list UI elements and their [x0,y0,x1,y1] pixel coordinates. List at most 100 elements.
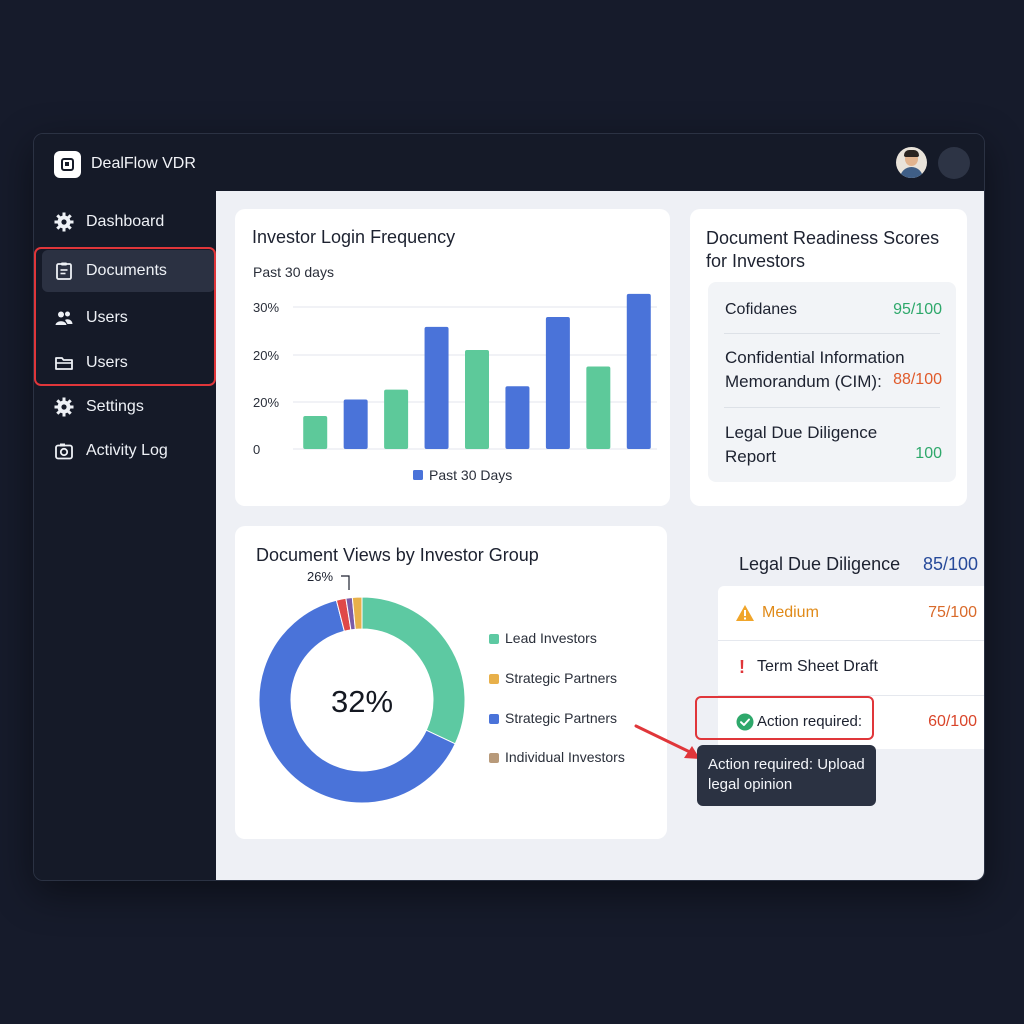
action-tooltip: Action required: Upload legal opinion [697,745,876,806]
callout-leader [341,575,350,590]
legend-label: Individual Investors [505,749,625,765]
bar [384,389,409,449]
status-row-action-required[interactable]: Action required: 60/100 [718,696,984,750]
folder-icon [55,357,73,370]
sidebar-item-label: Documents [86,262,167,279]
score-name-line1: Legal Due Diligence [725,423,878,442]
app-title: DealFlow VDR [91,155,196,172]
legal-section-title: Legal Due Diligence [739,554,901,574]
status-row-term-sheet[interactable]: ! Term Sheet Draft [718,641,984,695]
exclamation-icon: ! [739,657,745,677]
card-title: Investor Login Frequency [252,227,456,247]
bar [545,317,570,449]
status-label: Action required: [757,713,863,730]
gear-icon [54,212,74,232]
divider [718,640,984,641]
camera-icon [55,443,73,460]
sidebar-item-documents[interactable]: Documents [42,250,215,292]
sidebar-item-users[interactable]: Users [42,297,215,339]
sidebar-item-label: Settings [86,398,144,415]
sidebar-item-label: Users [86,309,128,326]
legend-label: Lead Investors [505,630,597,646]
y-tick-label: 20% [253,395,279,410]
status-row-medium[interactable]: Medium 75/100 [718,586,984,640]
legend-swatch [413,470,423,480]
status-score: 60/100 [928,713,977,730]
top-bar: DealFlow VDR [34,134,984,191]
sidebar-item-label: Activity Log [86,442,168,459]
user-avatar[interactable] [896,147,927,178]
divider [724,407,940,408]
sidebar-item-activity-log[interactable]: Activity Log [42,430,215,472]
score-name-line1: Confidential Information [725,348,905,367]
status-label: Term Sheet Draft [757,658,878,675]
legend-swatch [489,714,499,724]
score-name-line2: Report [725,447,777,466]
status-label: Medium [762,604,819,621]
status-score: 75/100 [928,604,977,621]
score-value: 100 [915,445,942,462]
tooltip-line1: Action required: Upload [708,756,865,773]
legend-swatch [489,634,499,644]
legend-swatch [489,674,499,684]
app-logo-icon [54,151,81,178]
sidebar-item-dashboard[interactable]: Dashboard [42,201,215,243]
warning-icon [736,605,754,621]
chart-subtitle: Past 30 days [253,264,334,280]
callout-label: 26% [307,569,333,584]
donut-slice [351,596,363,630]
sidebar-item-users-folder[interactable]: Users [42,342,215,384]
bar [465,350,489,449]
bar [343,399,368,449]
legal-section-score: 85/100 [923,554,979,574]
score-value: 88/100 [893,371,942,388]
card-title: Document Readiness Scores for Investors [706,227,939,273]
donut-slice [258,599,456,804]
check-circle-icon [736,713,754,731]
bar [586,366,611,449]
score-value: 95/100 [893,301,942,318]
score-name: Legal Due Diligence Report [725,421,877,469]
readiness-score-list: Cofidanes 95/100 Confidential Informatio… [708,282,956,482]
score-name: Confidential Information Memorandum (CIM… [725,346,905,394]
gear-icon [54,397,74,417]
legend-swatch [489,753,499,763]
sidebar-item-settings[interactable]: Settings [42,386,215,428]
views-donut-chart: 32% 26% [258,569,466,804]
bar [626,293,651,449]
users-icon [55,311,73,325]
divider [718,695,984,696]
clipboard-icon [56,262,72,280]
readiness-title-line1: Document Readiness Scores [706,228,940,248]
login-frequency-card: Investor Login Frequency Past 30 days 0 2… [235,209,670,506]
score-name-line2: Memorandum (CIM): [725,372,882,391]
app-window: DealFlow VDR Dashboard [33,133,985,881]
legend-label: Strategic Partners [505,670,618,686]
readiness-card: Document Readiness Scores for Investors … [690,209,967,506]
main-content: Investor Login Frequency Past 30 days 0 2… [216,191,984,880]
action-highlight-outline [695,696,874,740]
account-menu-button[interactable] [938,147,970,179]
bar [424,326,449,449]
legend-label: Past 30 Days [429,467,512,483]
login-bar-chart: 0 20% 20% 30% Past 30 Days [253,293,657,483]
readiness-title-line2: for Investors [706,251,806,271]
bar [303,416,328,449]
sidebar-item-label: Dashboard [86,213,165,230]
y-tick-label: 0 [253,442,260,457]
y-tick-label: 30% [253,300,279,315]
legal-status-card: Medium 75/100 ! Term Sheet Draft Action … [718,586,984,750]
divider [724,333,940,334]
sidebar: Dashboard Documents Users Use [34,191,216,880]
nav-highlight-outline [34,247,216,386]
card-title: Document Views by Investor Group [256,545,539,565]
views-card: Document Views by Investor Group 32% 26% … [235,526,667,839]
sidebar-item-label: Users [86,354,128,371]
score-name: Cofidanes [725,301,798,318]
y-tick-label: 20% [253,348,279,363]
bar [505,386,530,449]
tooltip-line2: legal opinion [708,776,793,793]
donut-center-label: 32% [331,684,393,719]
legend-label: Strategic Partners [505,710,618,726]
